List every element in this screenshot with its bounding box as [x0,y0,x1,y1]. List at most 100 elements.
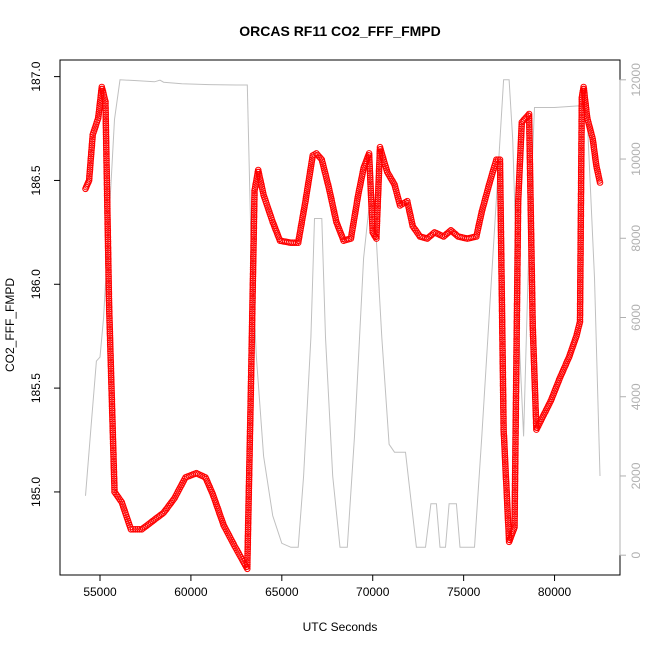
x-tick-label: 65000 [265,585,299,599]
co2-point [504,508,511,515]
co2-point [513,364,520,371]
co2-point [511,482,519,490]
co2-point [513,329,521,336]
co2-point [249,264,257,271]
co2-point [501,439,508,446]
co2-point [532,400,539,408]
co2-point [514,259,521,266]
co2-point [577,254,584,262]
co2-point [513,292,521,299]
co2-point [499,338,506,346]
co2-point [250,237,257,245]
co2-point [103,146,110,153]
co2-point [250,231,257,238]
co2-point [511,464,519,472]
co2-point [517,136,525,144]
co2-point [250,218,258,225]
co2-point [528,289,536,297]
co2-point [250,207,258,214]
co2-point [515,189,522,196]
co2-point [502,469,510,477]
co2-point [105,282,112,289]
co2-point [514,204,522,212]
co2-point [511,475,519,483]
co2-point [497,224,505,231]
co2-point [498,255,505,262]
co2-point [248,334,256,342]
co2-point [109,433,117,441]
co2-point [108,378,115,386]
co2-point [105,275,112,283]
co2-point [245,506,252,514]
co2-point [512,392,520,400]
co2-point [248,354,255,361]
co2-point [501,456,509,464]
co2-point [512,451,519,459]
co2-point [576,298,584,306]
co2-point [102,120,110,127]
co2-point [513,298,521,306]
co2-point [247,367,255,374]
co2-point [106,332,114,340]
co2-point [499,386,507,394]
co2-point [375,167,383,175]
co2-point [244,565,251,573]
co2-point [578,153,585,160]
co2-point [244,558,251,566]
co2-point [251,196,258,203]
co2-point [581,92,588,99]
co2-point [527,233,535,240]
co2-point [247,406,254,414]
co2-point [514,219,522,227]
co2-point [511,462,519,470]
co2-point [374,198,382,205]
co2-point [373,230,380,238]
co2-point [527,200,534,207]
co2-point [496,158,504,166]
co2-point [246,456,253,464]
co2-point [248,327,256,335]
co2-point [527,228,535,236]
co2-point [249,270,257,278]
co2-point [498,299,506,306]
co2-point [103,188,111,195]
co2-point [499,334,506,341]
co2-point [497,204,505,212]
co2-point [108,396,116,403]
co2-point [500,402,507,409]
co2-point [530,352,538,360]
co2-point [531,385,539,392]
co2-point [498,263,505,271]
co2-point [374,191,382,199]
co2-point [108,407,116,414]
co2-point [530,339,537,347]
co2-point [517,151,524,159]
co2-point [103,144,110,151]
co2-point [498,318,506,326]
co2-point [531,372,538,379]
co2-point [526,147,534,155]
co2-point [514,252,521,260]
co2-point [249,303,256,311]
co2-point [529,316,536,323]
co2-point [109,427,116,434]
co2-point [528,287,536,295]
co2-point [515,182,523,190]
co2-point [102,142,110,149]
co2-point [251,191,258,199]
co2-point [577,276,584,284]
co2-point [374,189,382,197]
co2-point [499,389,507,396]
co2-point [249,277,257,285]
co2-point [532,402,539,410]
co2-point [502,467,509,474]
co2-point [106,323,113,331]
co2-point [248,341,255,348]
co2-point [367,180,374,188]
co2-point [577,219,585,226]
co2-point [512,379,520,387]
co2-point [530,355,538,362]
co2-point [498,323,506,330]
co2-point [529,335,537,343]
co2-point [514,228,522,236]
